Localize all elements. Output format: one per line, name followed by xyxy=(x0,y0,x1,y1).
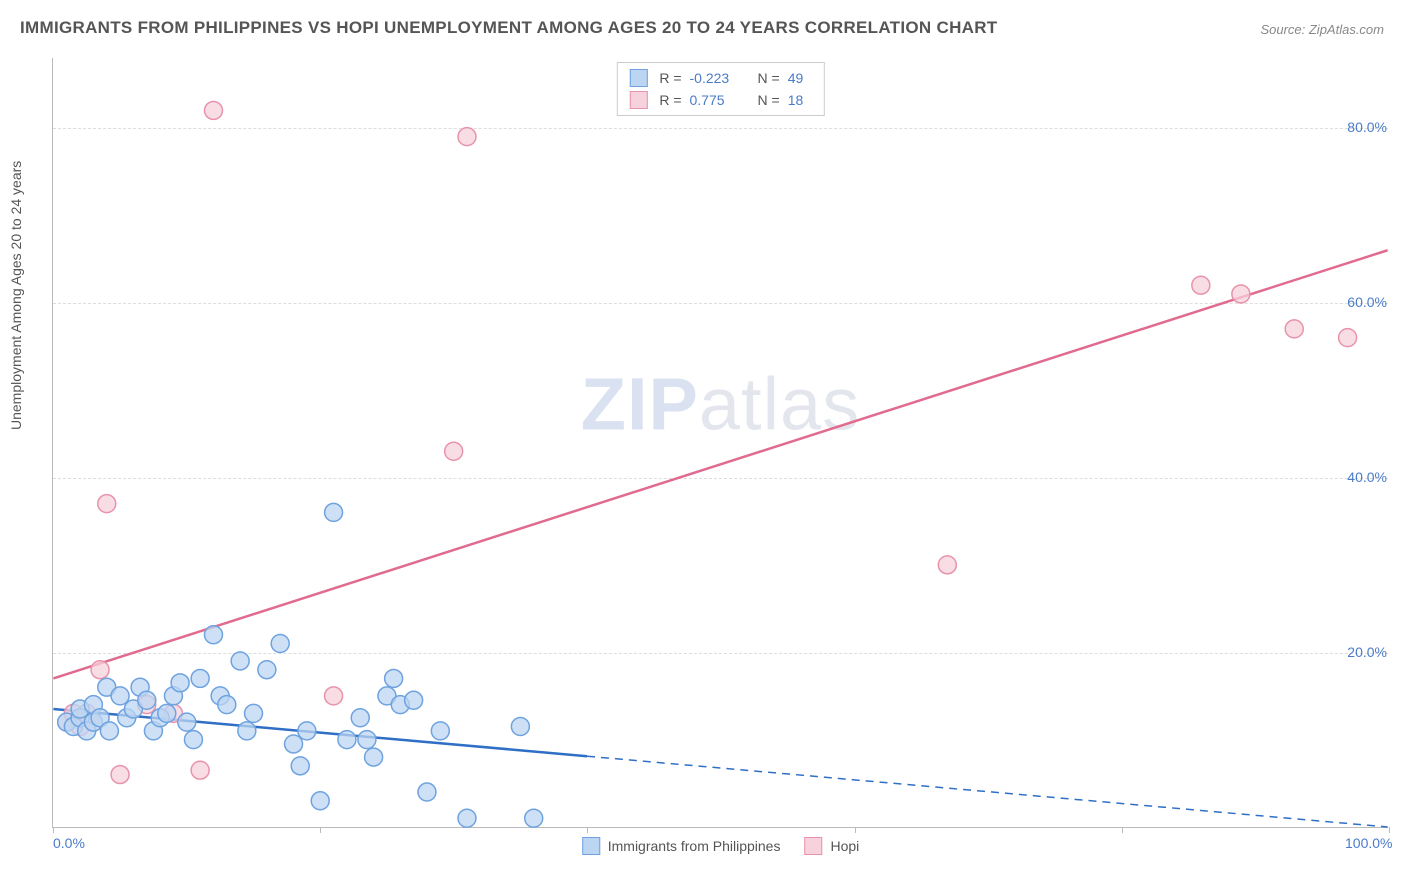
swatch-series-2 xyxy=(804,837,822,855)
x-tick-mark xyxy=(53,827,54,833)
data-point xyxy=(178,713,196,731)
chart-plot-area: ZIPatlas 20.0%40.0%60.0%80.0% 0.0%100.0%… xyxy=(52,58,1388,828)
r-label: R = xyxy=(659,89,681,111)
n-value-series-1: 49 xyxy=(788,67,812,89)
x-tick-label: 0.0% xyxy=(53,835,85,851)
data-point xyxy=(158,704,176,722)
data-point xyxy=(91,661,109,679)
data-point xyxy=(938,556,956,574)
data-point xyxy=(365,748,383,766)
data-point xyxy=(271,635,289,653)
data-point xyxy=(338,731,356,749)
data-point xyxy=(111,687,129,705)
data-point xyxy=(358,731,376,749)
chart-title: IMMIGRANTS FROM PHILIPPINES VS HOPI UNEM… xyxy=(20,18,997,38)
source-attribution: Source: ZipAtlas.com xyxy=(1260,22,1384,37)
series-2-name: Hopi xyxy=(830,838,859,854)
n-label: N = xyxy=(758,67,780,89)
data-point xyxy=(525,809,543,827)
source-link[interactable]: ZipAtlas.com xyxy=(1309,22,1384,37)
swatch-series-1 xyxy=(629,69,647,87)
legend-row-series-2: R = 0.775 N = 18 xyxy=(629,89,811,111)
data-point xyxy=(258,661,276,679)
data-point xyxy=(184,731,202,749)
data-point xyxy=(325,687,343,705)
x-tick-mark xyxy=(1389,827,1390,833)
data-point xyxy=(245,704,263,722)
data-point xyxy=(218,696,236,714)
data-point xyxy=(311,792,329,810)
r-label: R = xyxy=(659,67,681,89)
data-point xyxy=(204,101,222,119)
data-point xyxy=(100,722,118,740)
legend-item-series-2: Hopi xyxy=(804,837,859,855)
correlation-legend: R = -0.223 N = 49 R = 0.775 N = 18 xyxy=(616,62,824,116)
x-tick-mark xyxy=(320,827,321,833)
data-point xyxy=(445,442,463,460)
data-point xyxy=(298,722,316,740)
swatch-series-1 xyxy=(582,837,600,855)
data-point xyxy=(285,735,303,753)
data-point xyxy=(1232,285,1250,303)
x-tick-mark xyxy=(587,827,588,833)
data-point xyxy=(1285,320,1303,338)
data-point xyxy=(351,709,369,727)
data-point xyxy=(418,783,436,801)
swatch-series-2 xyxy=(629,91,647,109)
data-point xyxy=(405,691,423,709)
data-point xyxy=(458,128,476,146)
trend-line-solid xyxy=(53,250,1387,678)
data-point xyxy=(458,809,476,827)
legend-row-series-1: R = -0.223 N = 49 xyxy=(629,67,811,89)
data-point xyxy=(291,757,309,775)
x-tick-mark xyxy=(1122,827,1123,833)
data-point xyxy=(1192,276,1210,294)
data-point xyxy=(431,722,449,740)
legend-item-series-1: Immigrants from Philippines xyxy=(582,837,781,855)
series-1-name: Immigrants from Philippines xyxy=(608,838,781,854)
data-point xyxy=(231,652,249,670)
data-point xyxy=(511,718,529,736)
x-tick-mark xyxy=(855,827,856,833)
data-point xyxy=(98,495,116,513)
chart-container: IMMIGRANTS FROM PHILIPPINES VS HOPI UNEM… xyxy=(0,0,1406,892)
trend-line-dashed xyxy=(587,756,1388,827)
r-value-series-1: -0.223 xyxy=(690,67,740,89)
data-point xyxy=(191,761,209,779)
r-value-series-2: 0.775 xyxy=(690,89,740,111)
x-tick-label: 100.0% xyxy=(1345,835,1392,851)
data-point xyxy=(171,674,189,692)
data-point xyxy=(385,669,403,687)
n-value-series-2: 18 xyxy=(788,89,812,111)
data-point xyxy=(238,722,256,740)
n-label: N = xyxy=(758,89,780,111)
data-point xyxy=(191,669,209,687)
y-axis-title: Unemployment Among Ages 20 to 24 years xyxy=(8,161,24,430)
data-point xyxy=(204,626,222,644)
data-point xyxy=(111,766,129,784)
data-point xyxy=(325,503,343,521)
series-legend: Immigrants from Philippines Hopi xyxy=(582,837,860,855)
scatter-plot-svg xyxy=(53,58,1388,827)
source-prefix: Source: xyxy=(1260,22,1308,37)
data-point xyxy=(1339,329,1357,347)
data-point xyxy=(138,691,156,709)
